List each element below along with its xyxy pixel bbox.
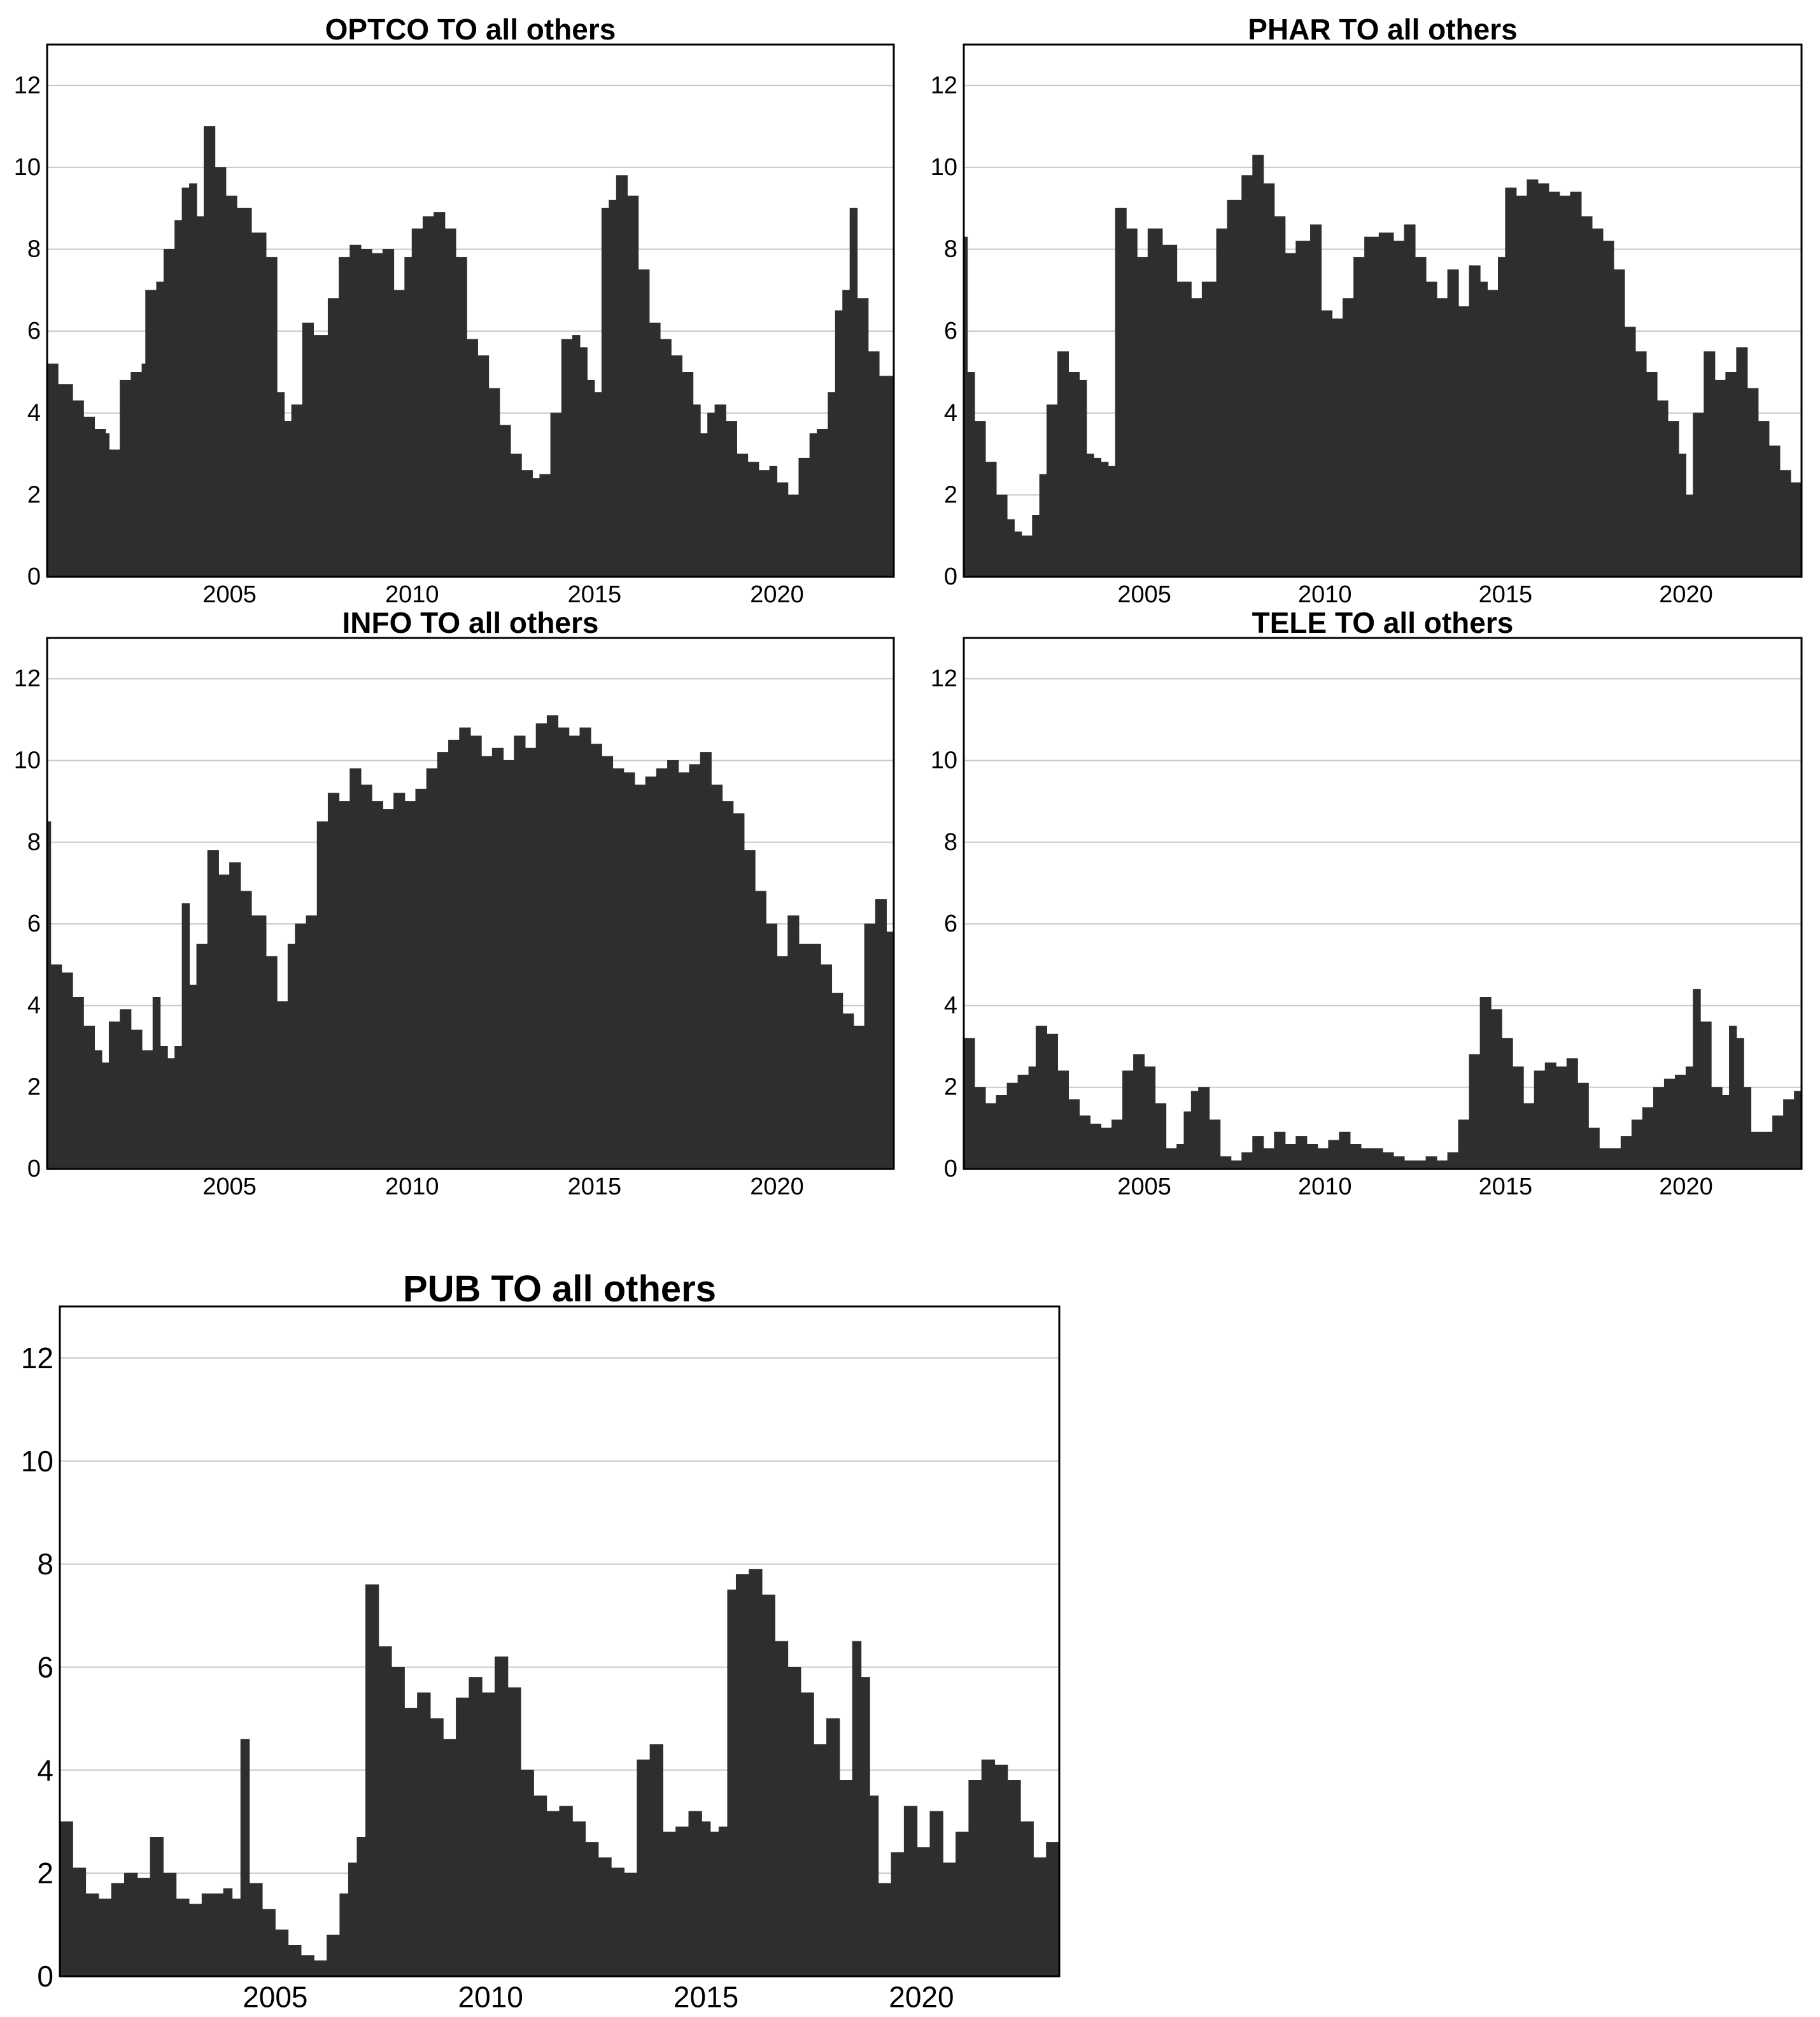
y-tick-label: 10 [931, 154, 957, 181]
x-tick-label: 2015 [568, 581, 622, 608]
y-tick-label: 6 [944, 318, 957, 344]
plot-frame [963, 637, 1803, 1170]
plot-background [964, 638, 1802, 1169]
series-area [963, 989, 1802, 1170]
chart-svg: 0 2 4 6 8 10 12 2005 2010 2015 2020 INFO TO all oth… [14, 606, 895, 1200]
y-tick-label: 6 [37, 1650, 53, 1683]
y-tick-label: 8 [944, 829, 957, 856]
y-tick-label: 12 [21, 1341, 53, 1375]
x-tick-label: 2005 [202, 1173, 257, 1200]
y-tick-label: 6 [944, 910, 957, 937]
series-area [59, 1569, 1060, 1977]
y-tick-label: 2 [944, 1074, 957, 1101]
x-tick-label: 2010 [385, 581, 439, 608]
series-area [963, 155, 1802, 577]
plot-frame [46, 43, 895, 578]
y-tick-label: 2 [944, 481, 957, 508]
y-tick-label: 4 [944, 400, 957, 427]
y-tick-label: 8 [944, 236, 957, 263]
y-tick-label: 10 [931, 747, 957, 774]
chart-title: PHAR TO all others [1248, 13, 1517, 46]
y-tick-label: 12 [931, 72, 957, 99]
x-tick-label: 2020 [889, 1980, 954, 2013]
x-tick-label: 2010 [1298, 1173, 1352, 1200]
chart-title: PUB TO all others [403, 1268, 716, 1310]
y-tick-label: 10 [14, 154, 41, 181]
x-tick-label: 2005 [1117, 1173, 1171, 1200]
x-tick-label: 2020 [1659, 581, 1713, 608]
plot-frame [963, 43, 1803, 578]
y-tick-label: 4 [27, 400, 41, 427]
x-tick-label: 2005 [202, 581, 257, 608]
chart-svg: 0 2 4 6 8 10 12 2005 2010 2015 2020 PHAR TO all oth… [931, 13, 1803, 608]
y-tick-label: 12 [931, 665, 957, 692]
chart-optco: 0 2 4 6 8 10 12 2005 2010 2015 2020 OPTCO TO all ot… [0, 0, 904, 611]
x-tick-label: 2015 [1479, 581, 1533, 608]
y-tick-label: 4 [37, 1753, 53, 1787]
chart-svg: 0 2 4 6 8 10 12 2005 2010 2015 2020 PUB TO all othe… [21, 1268, 1061, 2013]
chart-tele: 0 2 4 6 8 10 12 2005 2010 2015 2020 TELE TO all oth… [910, 592, 1814, 1203]
series-area [46, 715, 894, 1170]
y-tick-label: 0 [27, 563, 41, 590]
plot-frame [59, 1305, 1061, 1978]
y-tick-label: 0 [37, 1960, 53, 1993]
y-tick-label: 2 [27, 1074, 41, 1101]
chart-title: INFO TO all others [342, 606, 599, 639]
y-tick-label: 4 [27, 992, 41, 1019]
series-area [46, 126, 894, 577]
y-tick-label: 0 [944, 563, 957, 590]
y-tick-label: 2 [27, 481, 41, 508]
chart-pub: 0 2 4 6 8 10 12 2005 2010 2015 2020 PUB TO all othe… [0, 1248, 1082, 2013]
y-tick-label: 6 [27, 910, 41, 937]
chart-info: 0 2 4 6 8 10 12 2005 2010 2015 2020 INFO TO all oth… [0, 592, 904, 1203]
x-tick-label: 2005 [243, 1980, 307, 2013]
y-tick-label: 12 [14, 665, 41, 692]
x-tick-label: 2010 [385, 1173, 439, 1200]
y-tick-label: 12 [14, 72, 41, 99]
x-tick-label: 2020 [1659, 1173, 1713, 1200]
y-tick-label: 0 [27, 1156, 41, 1182]
x-tick-label: 2015 [674, 1980, 738, 2013]
x-tick-label: 2010 [1298, 581, 1352, 608]
x-tick-label: 2020 [750, 1173, 804, 1200]
y-tick-label: 2 [37, 1857, 53, 1890]
x-tick-label: 2015 [568, 1173, 622, 1200]
chart-svg: 0 2 4 6 8 10 12 2005 2010 2015 2020 TELE TO all oth… [931, 606, 1803, 1200]
chart-title: TELE TO all others [1252, 606, 1514, 639]
y-tick-label: 4 [944, 992, 957, 1019]
y-tick-label: 0 [944, 1156, 957, 1182]
y-tick-label: 8 [27, 829, 41, 856]
y-tick-label: 10 [14, 747, 41, 774]
chart-title: OPTCO TO all others [325, 13, 616, 46]
y-tick-label: 8 [27, 236, 41, 263]
y-tick-label: 10 [21, 1445, 53, 1478]
x-tick-label: 2005 [1117, 581, 1171, 608]
x-tick-label: 2010 [458, 1980, 523, 2013]
y-tick-label: 8 [37, 1548, 53, 1581]
chart-phar: 0 2 4 6 8 10 12 2005 2010 2015 2020 PHAR TO all oth… [910, 0, 1814, 611]
x-tick-label: 2020 [750, 581, 804, 608]
x-tick-label: 2015 [1479, 1173, 1533, 1200]
y-tick-label: 6 [27, 318, 41, 344]
chart-svg: 0 2 4 6 8 10 12 2005 2010 2015 2020 OPTCO TO all ot… [14, 13, 895, 608]
plot-frame [46, 637, 895, 1170]
